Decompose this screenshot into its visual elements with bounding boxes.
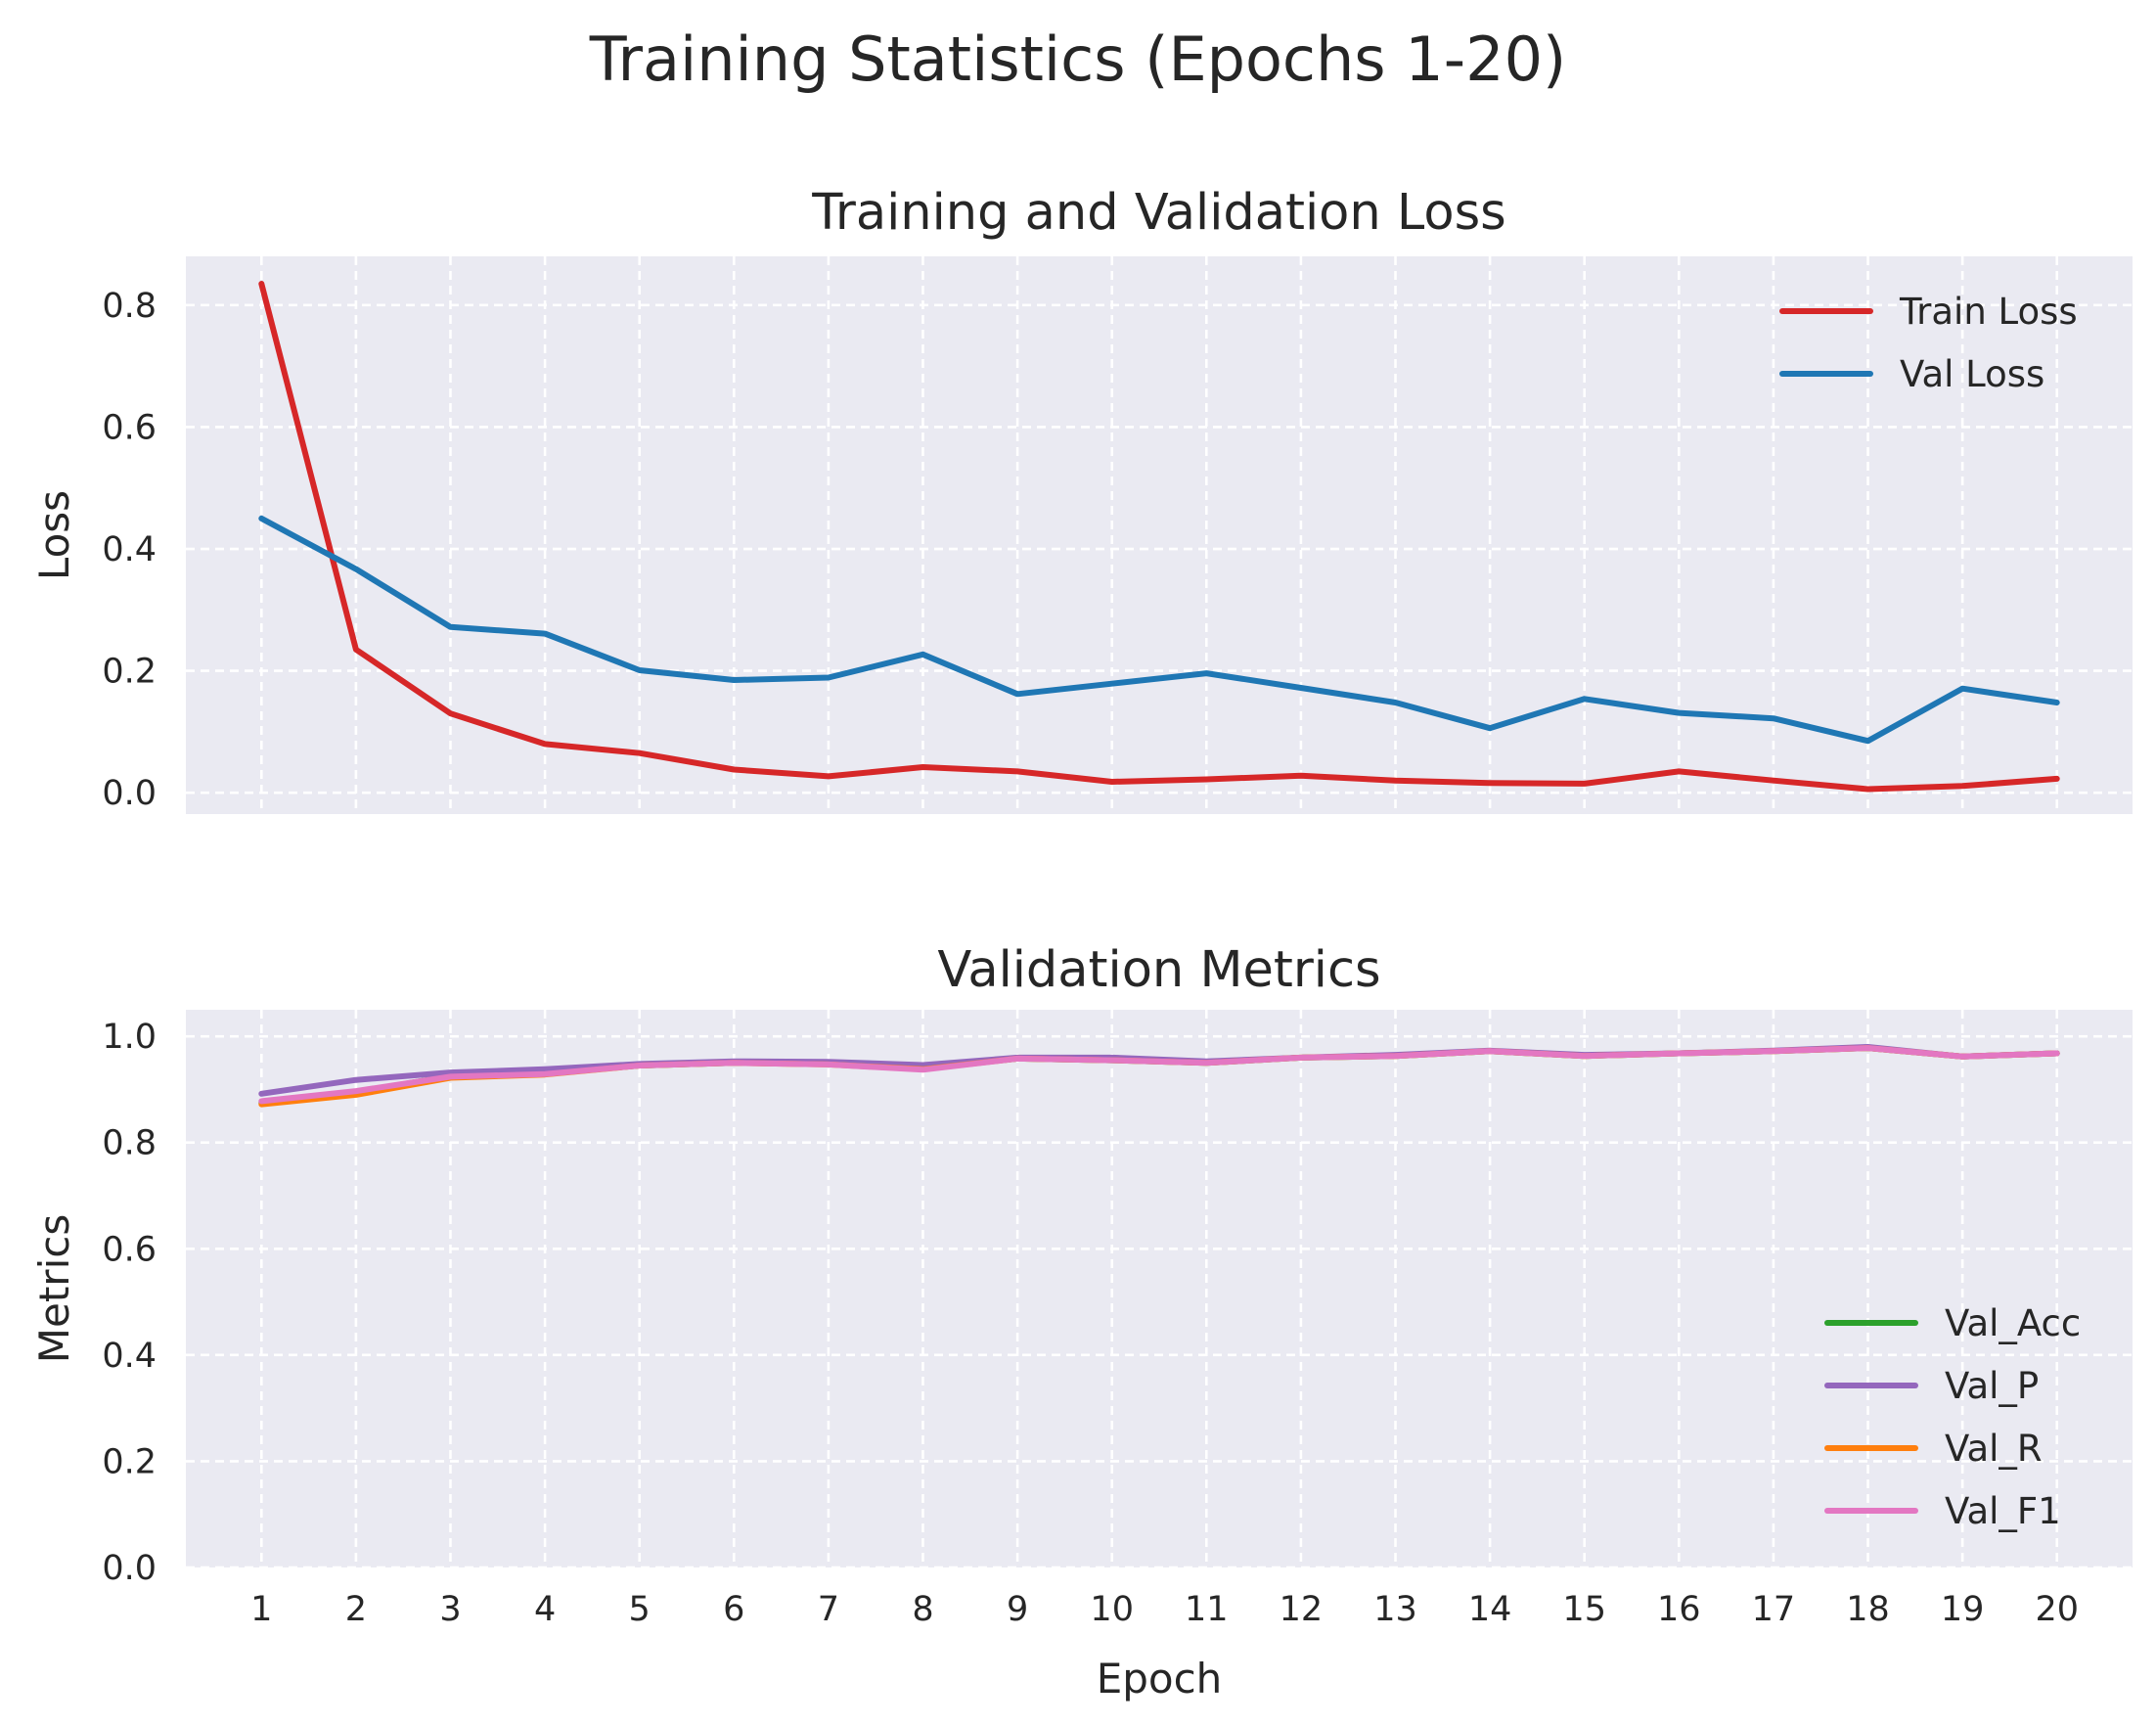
panel-title: Training and Validation Loss: [811, 184, 1506, 242]
y-tick-label: 0.8: [102, 287, 157, 326]
series-line-train-loss: [258, 281, 2060, 793]
x-tick-label: 2: [345, 1590, 367, 1629]
y-tick-label: 0.6: [102, 408, 157, 447]
legend-label: Val_Acc: [1945, 1302, 2081, 1344]
x-tick-label: 5: [629, 1590, 651, 1629]
x-tick-label: 1: [250, 1590, 272, 1629]
x-axis-label: Epoch: [1097, 1655, 1223, 1703]
chart-panel-2: 1 2 3 4 5 6 7 8 9 10 11 12 13 14 15 16 17 18 19 200.00.20.4…: [30, 941, 2133, 1703]
plot-area: [186, 256, 2133, 814]
y-tick-label: 0.0: [102, 774, 157, 813]
x-tick-label: 14: [1468, 1590, 1512, 1629]
x-tick-label: 15: [1562, 1590, 1606, 1629]
x-tick-label: 20: [2035, 1590, 2079, 1629]
chart-panels: 0.0 0.2 0.4 0.6 0.8 Training and Validation L…: [30, 184, 2133, 1703]
x-tick-label: 13: [1373, 1590, 1417, 1629]
panel-title: Validation Metrics: [937, 941, 1380, 999]
x-tick-label: 18: [1846, 1590, 1890, 1629]
x-tick-label: 9: [1007, 1590, 1028, 1629]
x-tick-label: 3: [439, 1590, 461, 1629]
x-tick-label: 8: [912, 1590, 933, 1629]
x-tick-label: 6: [723, 1590, 744, 1629]
y-tick-label: 1.0: [102, 1018, 157, 1057]
x-tick-label: 4: [534, 1590, 556, 1629]
y-tick-label: 0.4: [102, 530, 157, 569]
x-tick-label: 7: [818, 1590, 839, 1629]
series-line-val-loss: [258, 515, 2060, 745]
x-tick-label: 17: [1752, 1590, 1796, 1629]
legend: Val_Acc Val_P Val_R Val_F1: [1824, 1302, 2081, 1532]
legend-label: Val_P: [1945, 1365, 2039, 1407]
x-tick-label: 16: [1657, 1590, 1701, 1629]
series-line-val-f1: [258, 1045, 2060, 1105]
y-axis-label: Metrics: [30, 1214, 78, 1363]
legend-label: Val_R: [1945, 1428, 2043, 1470]
y-tick-label: 0.6: [102, 1230, 157, 1269]
chart-panel-1: 0.0 0.2 0.4 0.6 0.8 Training and Validation L…: [30, 184, 2133, 814]
legend: Train Loss Val Loss: [1779, 291, 2078, 395]
legend-label: Val Loss: [1900, 353, 2044, 395]
y-tick-label: 0.8: [102, 1124, 157, 1163]
y-axis-label: Loss: [30, 490, 78, 580]
y-tick-label: 0.0: [102, 1549, 157, 1588]
figure-title: Training Statistics (Epochs 1-20): [589, 23, 1566, 95]
y-tick-label: 0.2: [102, 653, 157, 692]
legend-label: Train Loss: [1899, 291, 2078, 333]
x-tick-label: 11: [1185, 1590, 1229, 1629]
y-tick-label: 0.4: [102, 1337, 157, 1376]
x-tick-label: 12: [1280, 1590, 1324, 1629]
plot-area: [186, 1010, 2133, 1567]
y-tick-label: 0.2: [102, 1442, 157, 1481]
x-tick-label: 10: [1090, 1590, 1134, 1629]
x-tick-label: 19: [1941, 1590, 1985, 1629]
legend-label: Val_F1: [1945, 1490, 2061, 1532]
